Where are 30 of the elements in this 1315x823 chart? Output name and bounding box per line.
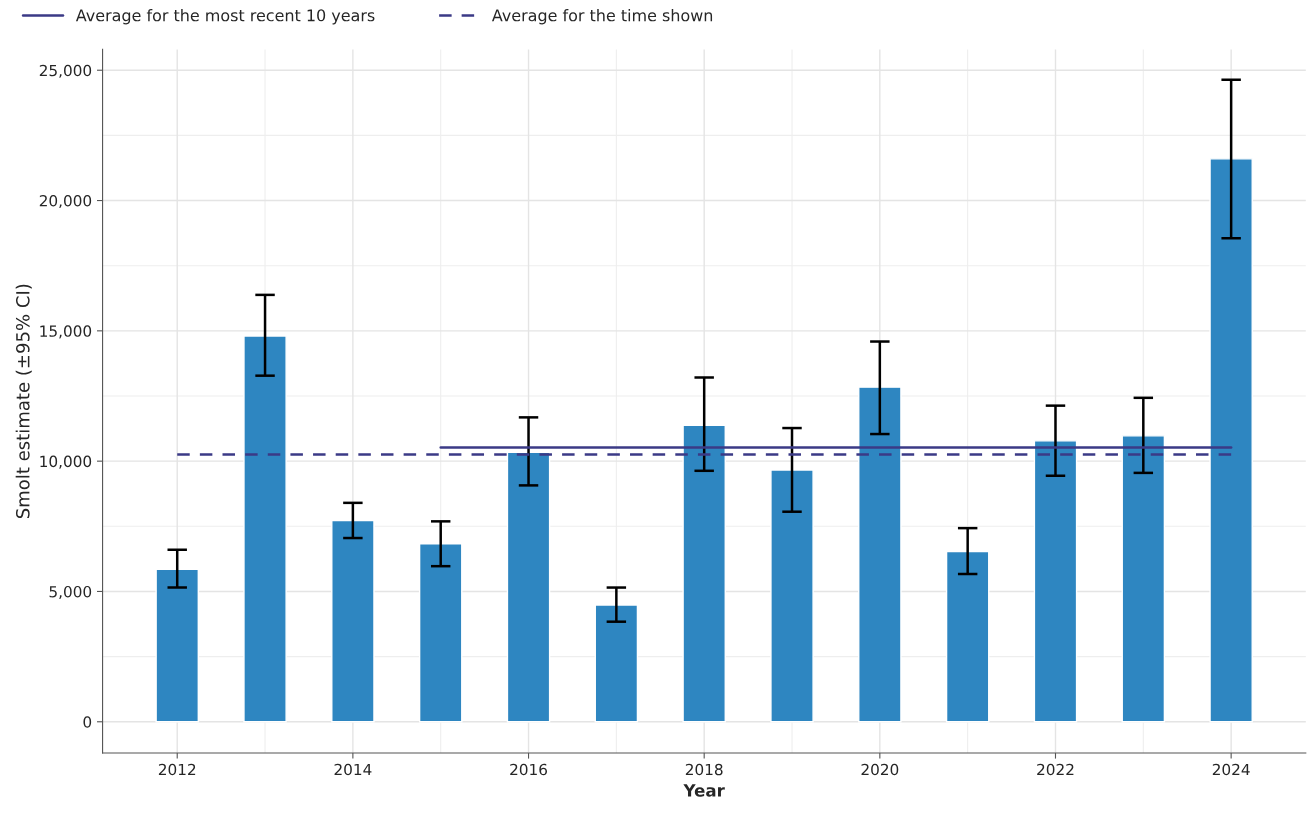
x-tick-label: 2024 — [1212, 763, 1250, 776]
bar — [858, 386, 902, 723]
y-tick-label: 0 — [83, 716, 92, 728]
x-axis-title: Year — [683, 784, 725, 797]
bar — [770, 469, 814, 723]
x-tick-label: 2016 — [510, 763, 548, 776]
x-tick-label: 2012 — [158, 763, 196, 776]
y-tick-label: 20,000 — [39, 195, 92, 209]
bar — [331, 519, 375, 723]
y-axis-title: Smolt estimate (±95% CI) — [15, 284, 32, 519]
bar — [1209, 158, 1253, 723]
x-tick-label: 2014 — [334, 763, 372, 776]
legend-label: Average for the most recent 10 years — [75, 8, 375, 25]
bar — [1033, 440, 1078, 723]
bar — [682, 424, 726, 723]
y-tick-label: 5,000 — [49, 585, 92, 600]
bar — [506, 451, 551, 723]
bar — [945, 550, 990, 723]
y-tick-label: 15,000 — [40, 325, 92, 339]
y-tick-label: 25,000 — [39, 64, 92, 78]
legend-label: Average for the time shown — [491, 8, 713, 25]
x-tick-label: 2018 — [685, 763, 723, 776]
y-tick-label: 10,000 — [40, 455, 92, 469]
bar — [243, 335, 287, 723]
x-tick-label: 2022 — [1037, 763, 1074, 776]
bar — [594, 604, 639, 723]
bar — [418, 543, 463, 723]
bar — [155, 568, 199, 723]
x-tick-label: 2020 — [861, 763, 899, 776]
bar — [1121, 435, 1166, 723]
